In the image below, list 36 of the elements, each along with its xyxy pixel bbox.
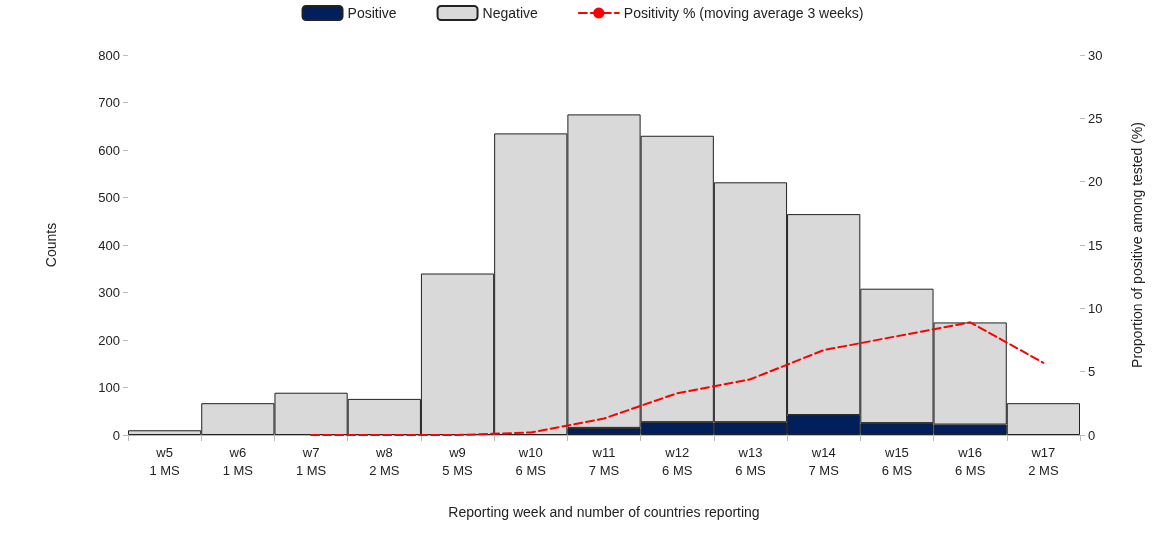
y-axis-title: Counts <box>43 222 59 268</box>
y-tick-label: 300 <box>98 285 120 300</box>
y-tick-label: 700 <box>98 95 120 110</box>
y2-tick-label: 25 <box>1088 110 1103 126</box>
y2-tick-label: 30 <box>1088 47 1103 63</box>
x-tick-label: w5 1 MS <box>149 444 181 478</box>
y2-tick-label: 0 <box>1088 427 1096 443</box>
y2-axis-title: Proportion of positive among tested (%) <box>1129 122 1145 368</box>
y-tick-label: 800 <box>98 47 120 63</box>
y-tick-label: 200 <box>98 332 120 348</box>
x-tick-label: w15 6 MS <box>881 444 913 478</box>
x-tick-label: w13 6 MS <box>735 444 766 478</box>
x-tick-label: w14 7 MS <box>808 444 840 478</box>
legend-label: Positive <box>347 5 397 21</box>
y2-tick-label: 5 <box>1088 364 1096 380</box>
legend-label: Positivity % (moving average 3 weeks) <box>623 5 864 21</box>
x-tick-label: w10 6 MS <box>515 444 547 478</box>
y-tick-label: 0 <box>112 427 120 443</box>
x-tick-label: w11 7 MS <box>588 444 620 478</box>
x-tick-label: w16 6 MS <box>954 444 986 478</box>
legend-label: Negative <box>482 5 539 21</box>
y2-tick-label: 15 <box>1088 237 1103 253</box>
y-tick-label: 100 <box>98 380 120 395</box>
y-tick-label: 600 <box>98 142 120 158</box>
line-series <box>310 321 1045 436</box>
x-tick-label: w9 5 MS <box>442 444 474 478</box>
x-tick-label: w12 6 MS <box>662 444 693 478</box>
y-tick-label: 400 <box>98 237 120 253</box>
y2-tick-label: 20 <box>1088 174 1103 190</box>
x-tick-label: w6 1 MS <box>222 444 254 478</box>
y-tick-label: 500 <box>98 190 120 205</box>
y2-tick-label: 10 <box>1088 300 1103 316</box>
x-tick-label: w7 1 MS <box>295 444 327 478</box>
x-tick-label: w17 2 MS <box>1028 444 1059 478</box>
x-tick-label: w8 2 MS <box>369 444 400 478</box>
x-axis-title: Reporting week and number of countries reporting <box>448 504 760 520</box>
